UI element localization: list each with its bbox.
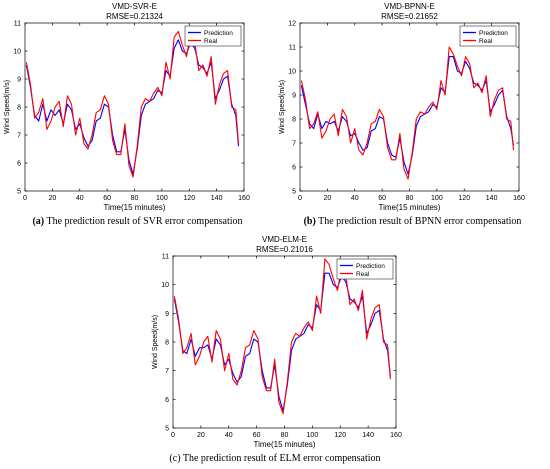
caption-tag: (b) xyxy=(303,216,316,227)
x-tick-label: 20 xyxy=(48,195,56,202)
y-tick-label: 7 xyxy=(165,368,169,375)
caption-text: The prediction result of BPNN error comp… xyxy=(315,216,522,227)
x-axis-label: Time(15 minutes) xyxy=(254,440,316,449)
y-tick-label: 11 xyxy=(14,21,21,28)
chart-title: VMD-BPNN-E xyxy=(384,2,435,11)
y-tick-label: 7 xyxy=(17,133,21,140)
legend-real-label: Real xyxy=(479,38,493,45)
x-tick-label: 100 xyxy=(431,195,443,202)
y-tick-label: 7 xyxy=(292,141,296,148)
y-tick-label: 9 xyxy=(165,311,169,318)
chart-title: VMD-SVR-E xyxy=(112,2,157,11)
x-tick-label: 0 xyxy=(298,195,302,202)
x-axis-label: Time(15 minutes) xyxy=(379,203,441,212)
x-tick-label: 40 xyxy=(225,432,233,439)
x-tick-label: 160 xyxy=(238,195,250,202)
x-tick-label: 0 xyxy=(171,432,175,439)
x-tick-label: 0 xyxy=(23,195,27,202)
x-tick-label: 80 xyxy=(281,432,289,439)
chart-title: VMD-ELM-E xyxy=(262,235,307,244)
y-tick-label: 9 xyxy=(17,77,21,84)
caption-text: (c) The prediction result of ELM error c… xyxy=(169,453,381,464)
chart-panel-svr: VMD-SVR-E RMSE=0.21324 0 20 40 60 80 100 120 140 1… xyxy=(0,0,275,235)
x-tick-label: 40 xyxy=(351,195,359,202)
legend-real-label: Real xyxy=(356,271,370,278)
y-tick-label: 10 xyxy=(13,49,21,56)
legend-real-label: Real xyxy=(204,38,218,45)
y-axis-label: Wind Speed(m/s) xyxy=(152,315,159,369)
chart-subtitle: RMSE=0.21016 xyxy=(256,245,313,254)
legend-prediction-label: Prediction xyxy=(204,30,233,37)
x-tick-label: 140 xyxy=(486,195,498,202)
y-tick-label: 6 xyxy=(17,161,21,168)
caption-elm: (c) The prediction result of ELM error c… xyxy=(137,453,413,464)
caption-svr: (a) The prediction result of SVR error c… xyxy=(0,216,275,227)
prediction-series-line xyxy=(173,272,391,412)
y-tick-label: 10 xyxy=(288,69,296,76)
caption-text: The prediction result of SVR error compe… xyxy=(44,216,243,227)
y-axis-label: Wind Speed(m/s) xyxy=(4,80,11,134)
chart-panel-elm: VMD-ELM-E RMSE=0.21016 0 20 40 60 80 100 120 140 1… xyxy=(137,233,413,469)
x-tick-label: 140 xyxy=(211,195,223,202)
x-tick-label: 20 xyxy=(197,432,205,439)
chart-panel-bpnn: VMD-BPNN-E RMSE=0.21652 0 20 40 60 80 100 120 140… xyxy=(275,0,550,235)
y-tick-label: 11 xyxy=(289,45,296,52)
y-tick-label: 10 xyxy=(161,282,169,289)
x-axis-label: Time(15 minutes) xyxy=(104,203,166,212)
legend-prediction-label: Prediction xyxy=(479,30,508,37)
x-tick-label: 60 xyxy=(103,195,111,202)
real-series-line xyxy=(173,258,391,415)
chart-subtitle: RMSE=0.21324 xyxy=(106,12,163,21)
x-tick-label: 120 xyxy=(458,195,470,202)
legend-prediction-label: Prediction xyxy=(356,263,385,270)
y-tick-label: 5 xyxy=(292,189,296,196)
y-axis-label: Wind Speed(m/s) xyxy=(279,80,286,134)
x-tick-label: 100 xyxy=(156,195,168,202)
x-tick-label: 60 xyxy=(378,195,386,202)
y-tick-label: 5 xyxy=(17,189,21,196)
y-tick-label: 8 xyxy=(165,340,169,347)
chart-subtitle: RMSE=0.21652 xyxy=(381,12,438,21)
x-tick-label: 80 xyxy=(406,195,414,202)
real-series-line xyxy=(25,30,240,178)
x-tick-label: 60 xyxy=(253,432,261,439)
x-tick-label: 40 xyxy=(76,195,84,202)
y-tick-label: 9 xyxy=(292,93,296,100)
y-tick-label: 11 xyxy=(162,254,169,261)
x-tick-label: 100 xyxy=(307,432,319,439)
y-tick-label: 12 xyxy=(288,21,296,28)
x-tick-label: 120 xyxy=(183,195,195,202)
y-tick-label: 8 xyxy=(292,117,296,124)
x-tick-label: 160 xyxy=(513,195,525,202)
caption-tag: (a) xyxy=(32,216,45,227)
x-tick-label: 160 xyxy=(390,432,402,439)
real-series-line xyxy=(300,46,515,180)
x-tick-label: 120 xyxy=(334,432,346,439)
x-tick-label: 140 xyxy=(362,432,374,439)
x-tick-label: 20 xyxy=(323,195,331,202)
y-tick-label: 5 xyxy=(165,426,169,433)
y-tick-label: 6 xyxy=(165,397,169,404)
x-tick-label: 80 xyxy=(131,195,139,202)
prediction-series-line xyxy=(25,39,240,175)
y-tick-label: 8 xyxy=(17,105,21,112)
caption-bpnn: (b) The prediction result of BPNN error … xyxy=(275,216,550,227)
y-tick-label: 6 xyxy=(292,165,296,172)
